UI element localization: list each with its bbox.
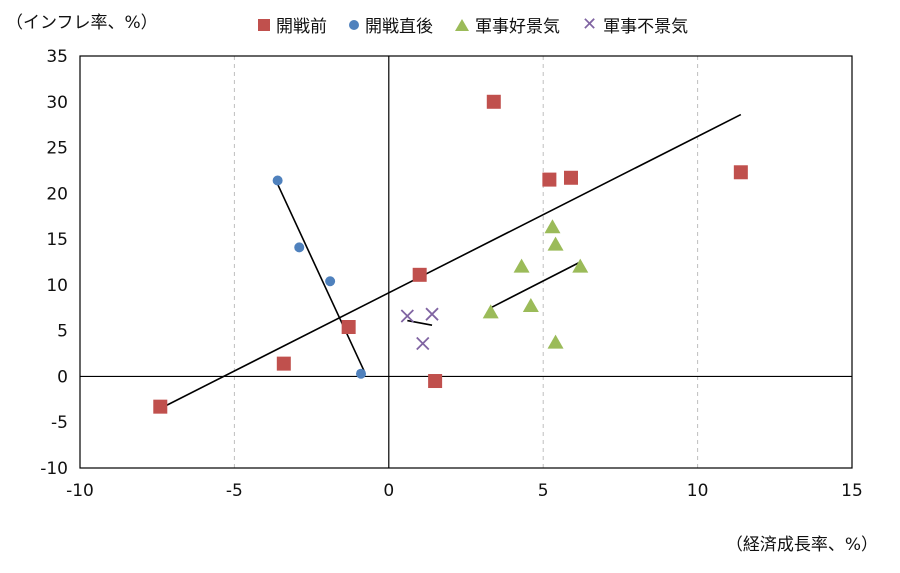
legend-item-war-boom: 軍事好景気 [455, 12, 560, 37]
circle-marker-icon [349, 19, 359, 30]
triangle-marker [522, 297, 539, 312]
square-marker [428, 374, 443, 389]
x-marker-icon: ✕ [582, 13, 598, 35]
square-marker [486, 94, 501, 109]
triangle-marker [547, 236, 564, 251]
plot-border [79, 55, 853, 469]
x-axis-label: （経済成長率、%） [725, 535, 878, 555]
chart-legend: 開戦前 開戦直後 軍事好景気 ✕ 軍事不景気 [258, 12, 688, 37]
x-tick-label: 15 [841, 481, 863, 501]
y-tick-label: 35 [46, 47, 68, 67]
y-tick-label: 20 [46, 184, 68, 204]
trend-line [407, 319, 433, 326]
y-tick-label: 0 [57, 367, 68, 387]
y-tick-label: -5 [51, 413, 68, 433]
square-marker [563, 170, 578, 185]
legend-label: 軍事好景気 [475, 17, 560, 37]
triangle-marker [513, 258, 530, 273]
y-tick-label: 15 [46, 230, 68, 250]
x-tick-label: 0 [383, 481, 394, 501]
triangle-marker-icon [455, 18, 469, 31]
square-marker [276, 356, 291, 371]
circle-marker [356, 368, 367, 379]
y-axis-label: （インフレ率、%） [6, 13, 158, 33]
x-tick-label: -10 [66, 481, 94, 501]
legend-item-war-slump: ✕ 軍事不景気 [582, 12, 688, 37]
square-marker [153, 399, 168, 414]
square-marker-icon [258, 18, 270, 31]
circle-marker [325, 276, 336, 287]
x-tick-label: -5 [226, 481, 243, 501]
legend-label: 開戦直後 [365, 17, 433, 37]
x-tick-label: 10 [687, 481, 709, 501]
square-marker [542, 172, 557, 187]
y-tick-label: 25 [46, 139, 68, 159]
legend-label: 軍事不景気 [603, 17, 689, 37]
y-tick-label: 10 [46, 276, 68, 296]
triangle-marker [547, 334, 564, 349]
y-tick-label: 5 [57, 322, 68, 342]
x-marker [425, 307, 439, 321]
x-tick-label: 5 [538, 481, 549, 501]
circle-marker [294, 242, 305, 253]
triangle-marker [482, 304, 499, 319]
legend-item-prewar: 開戦前 [258, 12, 327, 37]
legend-label: 開戦前 [276, 17, 327, 37]
x-marker [416, 336, 430, 351]
square-marker [412, 267, 427, 282]
trend-line [276, 183, 365, 372]
y-tick-label: -10 [40, 459, 68, 479]
square-marker [733, 165, 748, 180]
square-marker [341, 320, 356, 335]
triangle-marker [544, 219, 561, 234]
circle-marker [272, 175, 283, 186]
triangle-marker [572, 258, 589, 273]
legend-item-postwar: 開戦直後 [349, 12, 433, 37]
x-marker [400, 309, 414, 323]
trend-line [159, 113, 742, 410]
trend-line [490, 261, 581, 309]
y-tick-label: 30 [46, 93, 68, 113]
